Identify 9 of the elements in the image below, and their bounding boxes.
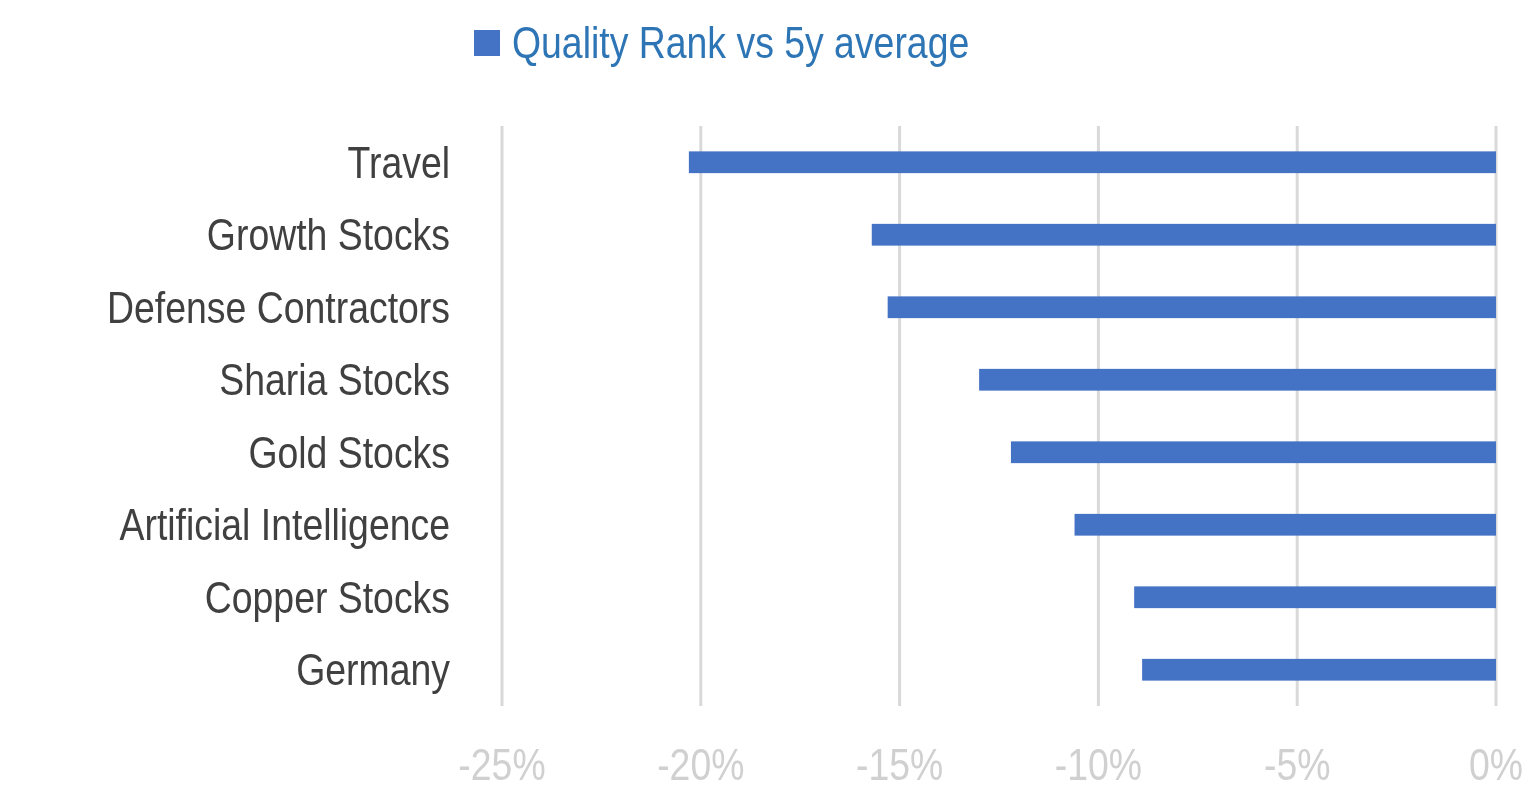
y-tick-label: Sharia Stocks [219, 355, 450, 405]
y-tick-label: Defense Contractors [107, 282, 450, 333]
y-tick-label: Artificial Intelligence [119, 500, 450, 550]
y-tick-label: Gold Stocks [248, 427, 450, 478]
legend-label: Quality Rank vs 5y average [512, 18, 970, 68]
y-tick-label: Germany [296, 645, 451, 695]
y-tick-label: Travel [347, 137, 450, 188]
y-tick-label: Growth Stocks [206, 210, 450, 260]
y-tick-label: Copper Stocks [204, 572, 450, 623]
